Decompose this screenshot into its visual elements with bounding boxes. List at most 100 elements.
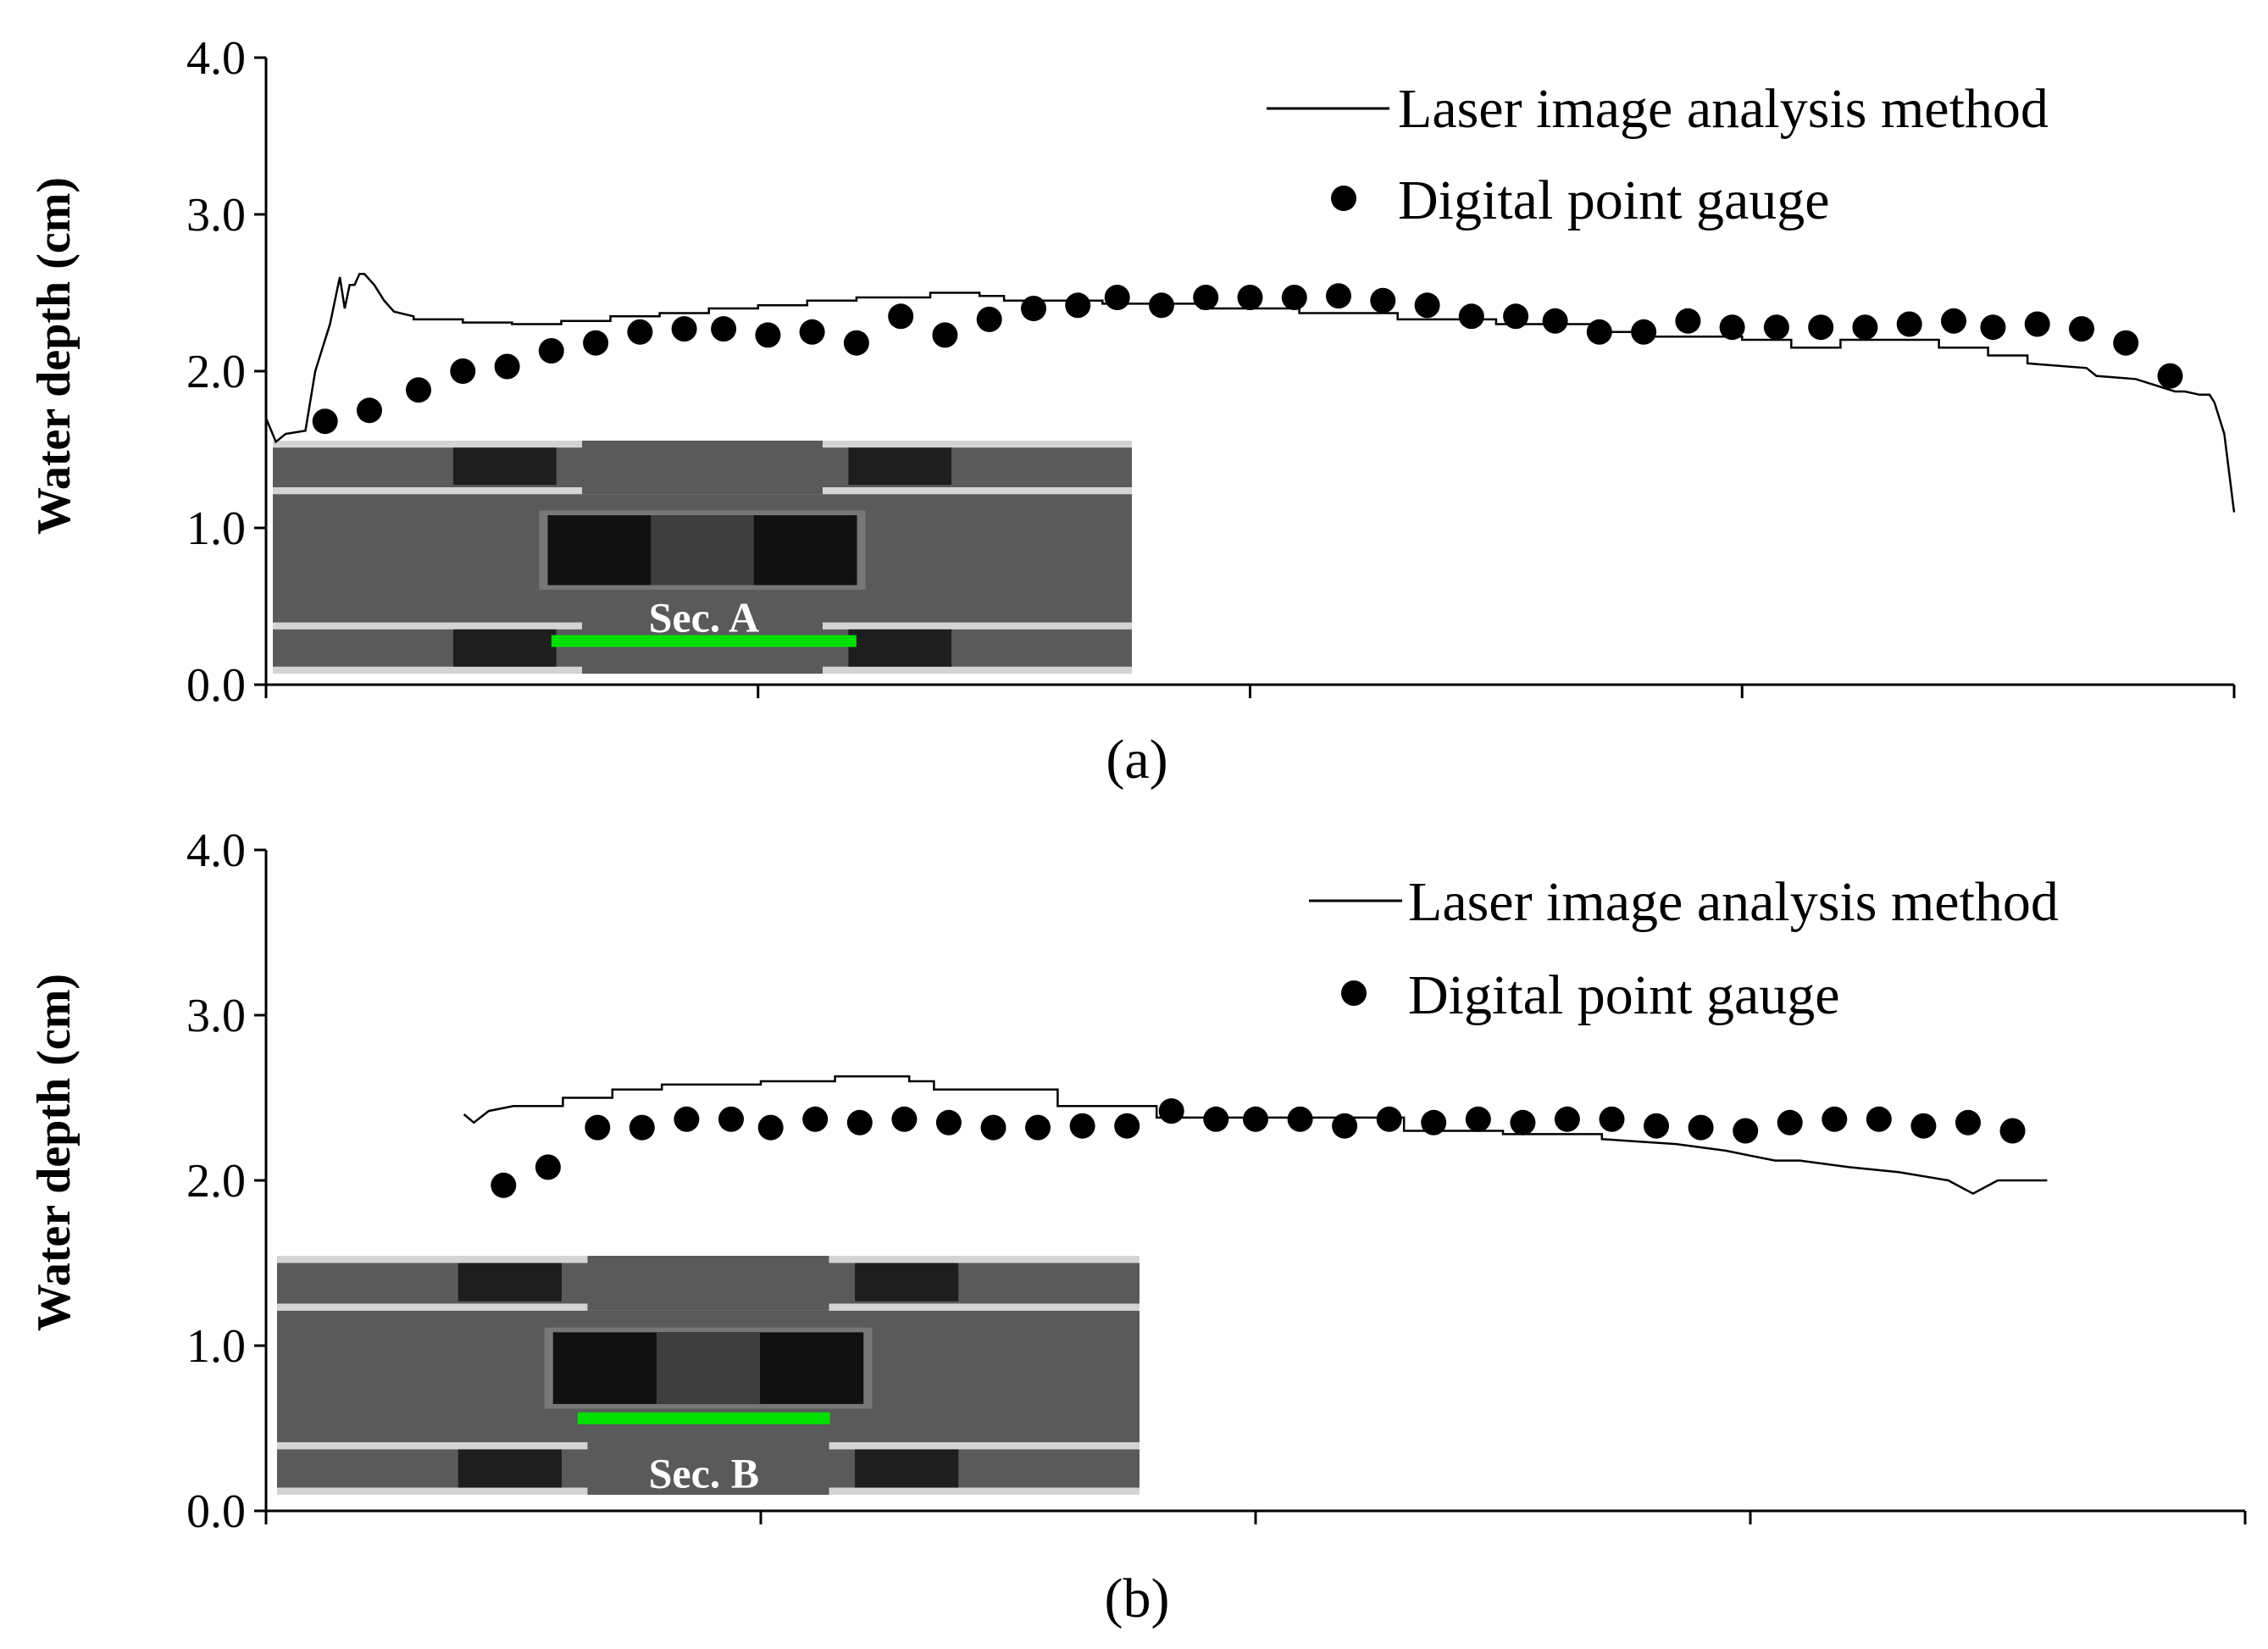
gauge-point	[1941, 308, 1966, 334]
y-tick-label: 2.0	[186, 1155, 246, 1208]
gauge-point	[1376, 1106, 1402, 1132]
y-tick-label: 4.0	[186, 824, 246, 877]
inset-block-bottom-0	[457, 1449, 562, 1488]
inset-contraction-top	[587, 1256, 829, 1311]
gauge-point	[1510, 1109, 1536, 1135]
laser-series-line	[463, 1074, 2048, 1196]
gauge-point	[1104, 285, 1130, 310]
legend-laser-label-b: Laser image analysis method	[1408, 871, 2059, 933]
gauge-point	[1586, 319, 1612, 345]
gauge-point	[757, 1114, 784, 1141]
legend-laser-label-a: Laser image analysis method	[1398, 78, 2049, 140]
gauge-point	[312, 408, 338, 435]
gauge-point	[1999, 1118, 2026, 1144]
gauge-point	[1631, 319, 1657, 345]
gauge-point	[1503, 303, 1529, 330]
axes-panel-b	[254, 848, 2247, 1524]
inset-block-top-0	[452, 447, 557, 486]
gauge-point	[1281, 285, 1307, 310]
inset-center-gap	[651, 515, 754, 586]
gauge-point	[671, 316, 697, 342]
gauge-point	[1326, 283, 1351, 309]
gauge-point	[1719, 314, 1745, 341]
inset-block-top-0	[457, 1263, 562, 1302]
gauge-point	[1688, 1114, 1714, 1141]
gauge-points-panel-a	[312, 283, 2183, 435]
gauge-point	[1025, 1114, 1051, 1141]
gauge-point	[450, 358, 476, 384]
gauge-point	[1114, 1113, 1140, 1139]
gauge-point	[1733, 1118, 1759, 1144]
chart-panel-a: Sec. A 0.01.02.03.04.0 Water depth (cm) …	[28, 32, 2236, 791]
gauge-point	[1763, 314, 1789, 341]
chart-panel-b: Sec. B 0.01.02.03.04.0 Water depth (cm) …	[28, 824, 2247, 1630]
gauge-point	[1910, 1113, 1937, 1139]
gauge-point	[1599, 1106, 1625, 1132]
y-tick-labels-panel-a: 0.0 1.0 2.0 3.0 4.0	[186, 32, 246, 712]
legend-point-swatch-a	[1331, 186, 1356, 211]
inset-contraction-top	[582, 441, 823, 495]
gauge-point	[1458, 303, 1484, 330]
gauge-point	[843, 330, 869, 356]
gauge-point	[1777, 1109, 1803, 1135]
gauge-point	[1675, 308, 1701, 334]
y-tick-labels-panel-b: 0.0 1.0 2.0 3.0 4.0	[186, 824, 246, 1538]
axes-panel-a	[254, 56, 2236, 698]
gauge-point	[629, 1114, 655, 1141]
inset-section-label: Sec. A	[649, 594, 760, 641]
gauge-point	[1332, 1113, 1358, 1139]
gauge-point	[1896, 311, 1922, 337]
legend-panel-a: Laser image analysis method Digital poin…	[1267, 78, 2049, 231]
gauge-point	[1158, 1098, 1184, 1124]
y-tick-label: 3.0	[186, 990, 246, 1042]
gauge-point	[1554, 1106, 1580, 1132]
gauge-point	[932, 322, 958, 348]
inset-block-top-1	[855, 1263, 959, 1302]
inset-block-top-1	[848, 447, 952, 486]
y-tick-label: 3.0	[186, 189, 246, 242]
gauge-point	[2024, 311, 2050, 337]
gauge-point	[1955, 1109, 1981, 1135]
gauge-point	[1021, 296, 1046, 321]
panel-label-a: (a)	[1106, 729, 1167, 791]
gauge-point	[627, 319, 653, 345]
gauge-point	[1465, 1106, 1491, 1132]
legend-gauge-label-a: Digital point gauge	[1398, 169, 1830, 231]
gauge-point	[1866, 1106, 1892, 1132]
gauge-point	[980, 1114, 1006, 1141]
gauge-point	[357, 397, 382, 424]
gauge-point	[1069, 1113, 1095, 1139]
legend-gauge-label-b: Digital point gauge	[1408, 964, 1840, 1026]
inset-block-bottom-0	[452, 629, 557, 667]
inset-diagram-sec-a: Sec. A	[273, 441, 1132, 674]
gauge-point	[674, 1106, 700, 1132]
laser-series-line	[264, 273, 2236, 513]
y-axis-label-panel-b: Water depth (cm)	[28, 974, 80, 1331]
gauge-point	[2157, 363, 2183, 389]
gauge-point	[2113, 330, 2139, 356]
gauge-point	[1203, 1106, 1229, 1132]
inset-section-label: Sec. B	[649, 1450, 760, 1497]
gauge-point	[1822, 1106, 1848, 1132]
gauge-point	[1370, 287, 1396, 314]
y-axis-label-panel-a: Water depth (cm)	[28, 177, 80, 535]
inset-center-gap	[656, 1332, 761, 1404]
gauge-point	[538, 338, 564, 364]
gauge-point	[1065, 292, 1091, 319]
gauge-point	[585, 1114, 611, 1141]
gauge-point	[1421, 1109, 1447, 1135]
laser-line-panel-a	[264, 273, 2236, 513]
gauge-point	[406, 377, 431, 403]
y-tick-label: 4.0	[186, 32, 246, 85]
gauge-point	[1193, 285, 1219, 310]
gauge-point	[935, 1109, 962, 1135]
gauge-point	[1243, 1106, 1268, 1132]
inset-contraction-bottom	[587, 1440, 829, 1495]
inset-diagram-sec-b: Sec. B	[277, 1256, 1140, 1497]
gauge-point	[494, 353, 520, 380]
gauge-point	[1149, 292, 1174, 319]
gauge-point	[976, 306, 1002, 332]
gauge-point	[1644, 1113, 1669, 1139]
y-tick-label: 2.0	[186, 346, 246, 398]
